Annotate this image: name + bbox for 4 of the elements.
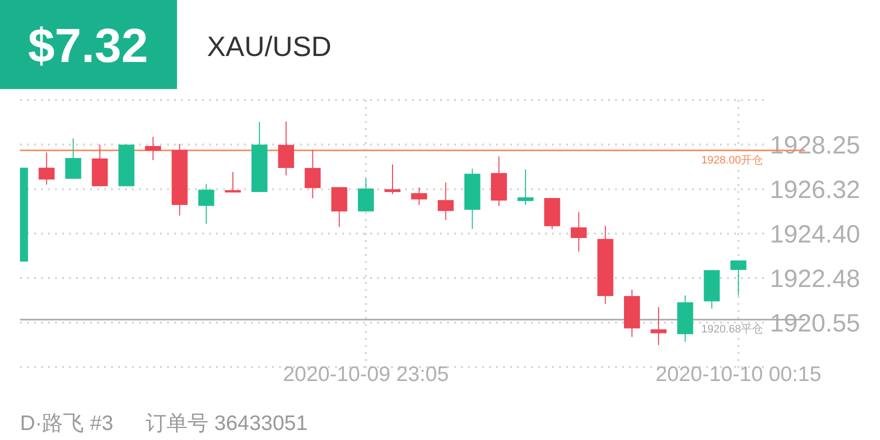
- subtitle: XAU/USD: [207, 31, 332, 62]
- annotation: 订单号 36433051: [145, 412, 308, 435]
- title: $7.32: [28, 20, 148, 73]
- annotation: D·路飞 #3: [20, 412, 114, 435]
